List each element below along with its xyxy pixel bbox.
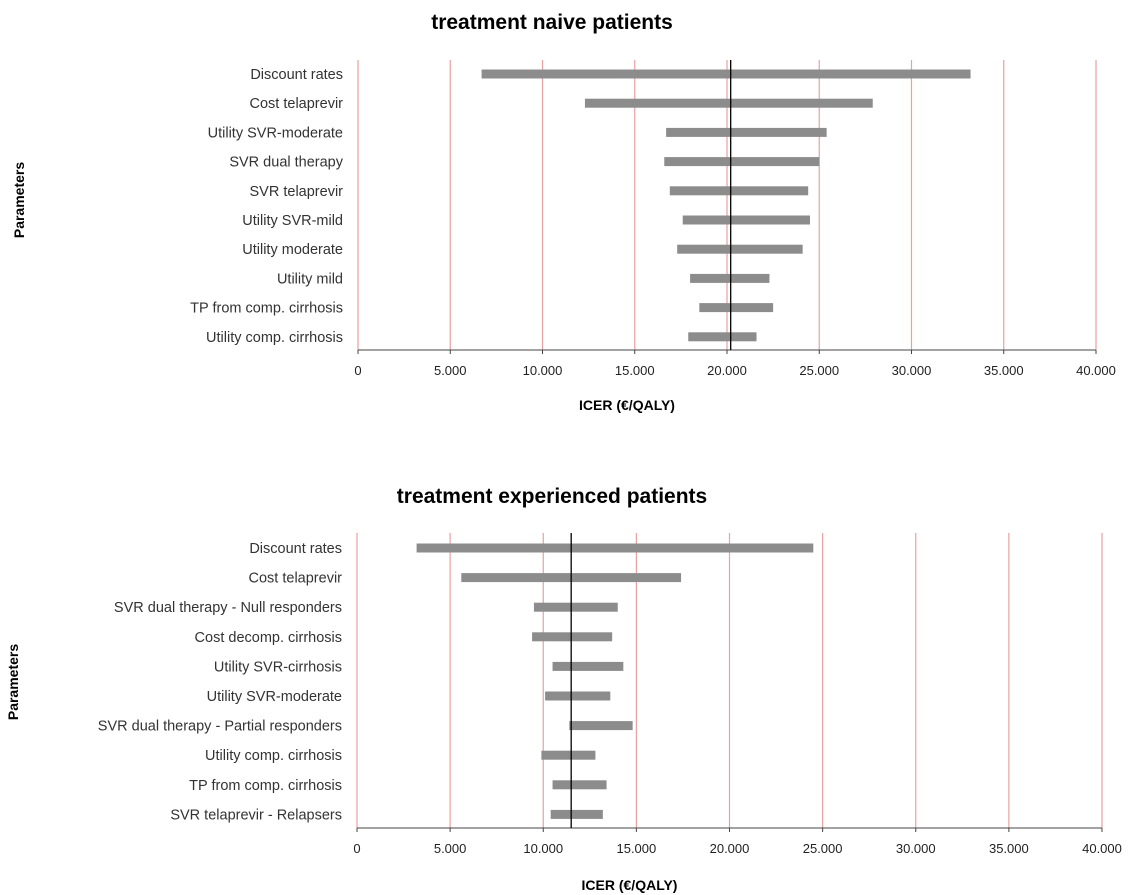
bar (552, 780, 607, 790)
y-axis-title: Parameters (5, 644, 21, 720)
x-tick-label: 25.000 (799, 363, 839, 378)
category-label: Cost telaprevir (250, 96, 344, 112)
category-label: Cost decomp. cirrhosis (195, 630, 342, 646)
bar (545, 691, 611, 701)
category-label: Utility SVR-mild (242, 213, 343, 229)
category-label: SVR telaprevir (250, 184, 344, 200)
bar (533, 602, 618, 612)
x-tick-label: 0 (354, 363, 361, 378)
x-tick-label: 40.000 (1082, 841, 1122, 856)
category-label: Cost telaprevir (249, 571, 343, 587)
x-tick-label: 15.000 (615, 363, 655, 378)
category-label: SVR dual therapy - Null responders (114, 600, 342, 616)
bar (584, 98, 873, 108)
category-label: TP from comp. cirrhosis (189, 778, 342, 794)
category-label: Utility comp. cirrhosis (206, 330, 343, 346)
bar (677, 244, 803, 254)
category-label: Discount rates (249, 541, 342, 557)
bar (690, 273, 770, 283)
bar (552, 661, 624, 671)
x-tick-label: 0 (353, 841, 360, 856)
category-label: Utility moderate (242, 242, 343, 258)
bar (699, 303, 774, 313)
bar (669, 186, 809, 196)
x-tick-label: 35.000 (984, 363, 1024, 378)
category-label: TP from comp. cirrhosis (190, 301, 343, 317)
bar (481, 69, 971, 79)
bar (416, 543, 814, 553)
x-tick-label: 20.000 (710, 841, 750, 856)
x-tick-label: 20.000 (707, 363, 747, 378)
x-tick-label: 5.000 (434, 363, 467, 378)
x-tick-label: 25.000 (803, 841, 843, 856)
category-label: Utility mild (277, 271, 343, 287)
x-tick-label: 15.000 (616, 841, 656, 856)
bar (569, 721, 633, 731)
chart-title: treatment experienced patients (397, 485, 707, 508)
x-tick-label: 40.000 (1076, 363, 1116, 378)
bar (550, 809, 603, 819)
x-axis-title: ICER (€/QALY) (582, 877, 678, 893)
bar (541, 750, 596, 760)
x-tick-label: 5.000 (434, 841, 467, 856)
x-axis-title: ICER (€/QALY) (579, 397, 675, 413)
category-label: Utility SVR-moderate (207, 689, 342, 705)
category-label: Discount rates (250, 67, 343, 83)
x-tick-label: 10.000 (523, 841, 563, 856)
y-axis-title: Parameters (11, 162, 27, 238)
category-label: SVR dual therapy - Partial responders (98, 719, 342, 735)
category-label: Utility SVR-cirrhosis (214, 659, 342, 675)
bar (532, 632, 613, 642)
chart-naive: treatment naive patients 0 5.000 10.000 15.0… (11, 11, 1116, 413)
category-label: SVR dual therapy (229, 155, 343, 171)
x-tick-label: 30.000 (896, 841, 936, 856)
bar (666, 127, 827, 137)
x-tick-label: 10.000 (523, 363, 563, 378)
chart-title: treatment naive patients (431, 11, 673, 34)
category-label: SVR telaprevir - Relapsers (170, 807, 342, 823)
chart-experienced: treatment experienced patients 0 5.000 10.0… (5, 485, 1122, 893)
x-tick-label: 30.000 (892, 363, 932, 378)
category-label: Utility SVR-moderate (208, 125, 343, 141)
bar (682, 215, 811, 225)
bar (688, 332, 757, 342)
category-label: Utility comp. cirrhosis (205, 748, 342, 764)
bar (664, 157, 820, 167)
x-tick-label: 35.000 (989, 841, 1029, 856)
